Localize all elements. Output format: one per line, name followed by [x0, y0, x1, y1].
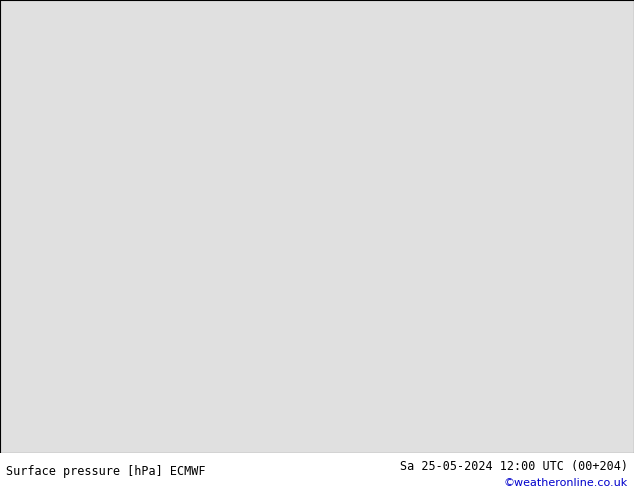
Text: Surface pressure [hPa] ECMWF: Surface pressure [hPa] ECMWF [6, 465, 206, 478]
Text: Sa 25-05-2024 12:00 UTC (00+204): Sa 25-05-2024 12:00 UTC (00+204) [399, 460, 628, 473]
Text: ©weatheronline.co.uk: ©weatheronline.co.uk [503, 478, 628, 488]
